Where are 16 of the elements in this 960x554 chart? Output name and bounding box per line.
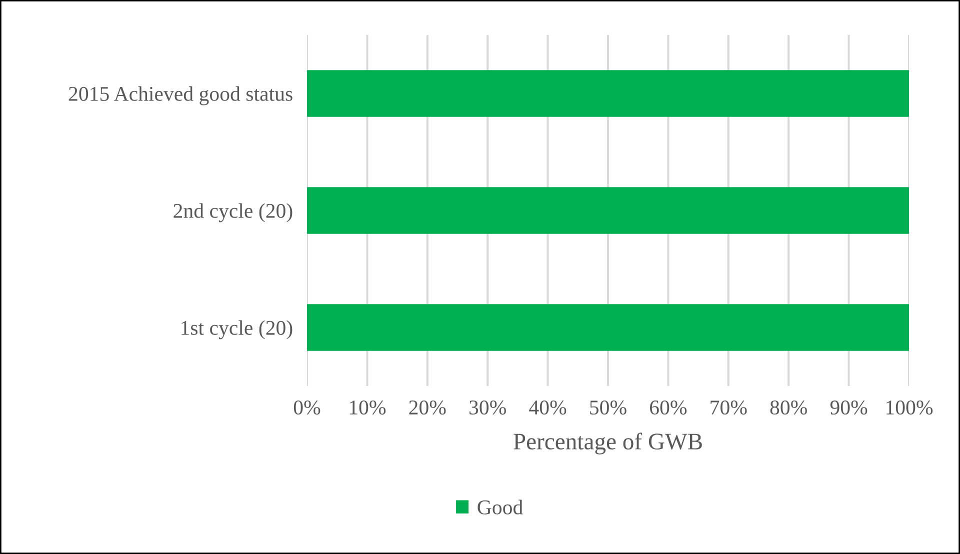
x-axis-title: Percentage of GWB xyxy=(514,432,702,454)
x-tick-label: 70% xyxy=(710,400,747,415)
x-tick-label: 90% xyxy=(830,400,868,415)
x-tick-label: 20% xyxy=(409,400,446,415)
x-tick-label: 30% xyxy=(470,400,506,415)
y-tick-label: 2015 Achieved good status xyxy=(68,86,292,106)
x-tick-label: 10% xyxy=(350,400,386,415)
x-tick-label: 60% xyxy=(650,400,687,415)
x-tick-label: 0% xyxy=(294,400,320,415)
y-tick-label: 2nd cycle (20) xyxy=(174,203,292,222)
x-tick-label: 40% xyxy=(529,400,566,415)
legend-label: Good xyxy=(478,500,523,514)
x-tick-label: 80% xyxy=(770,400,807,415)
x-tick-label: 50% xyxy=(590,400,626,415)
y-tick-label: 1st cycle (20) xyxy=(182,320,292,340)
x-tick-label: 100% xyxy=(886,400,933,415)
